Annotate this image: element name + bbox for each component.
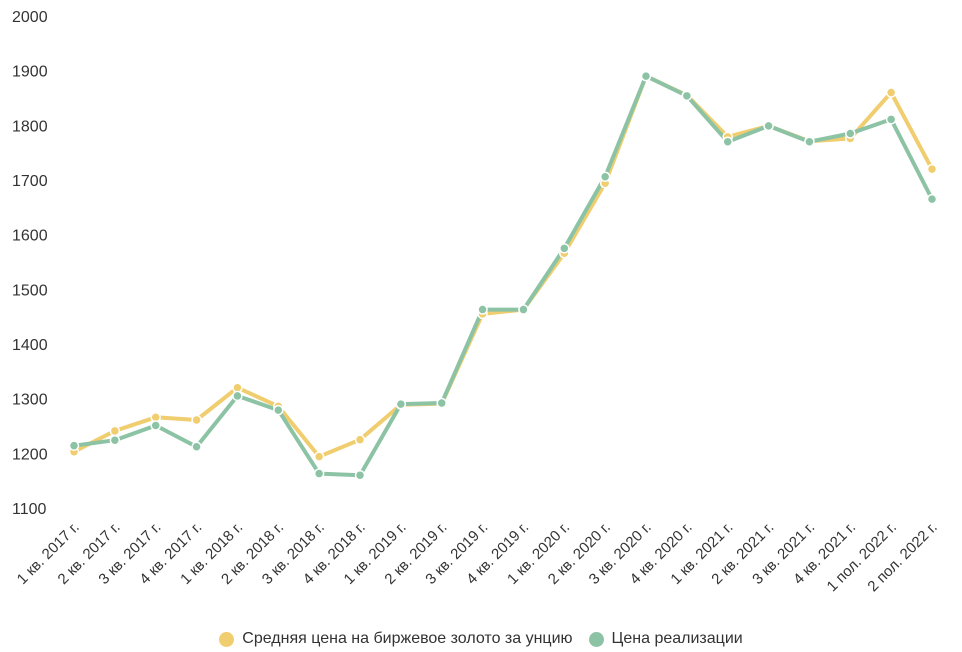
series-line-2 (72, 74, 934, 478)
x-axis: 1 кв. 2017 г.2 кв. 2017 г.3 кв. 2017 г.4… (14, 519, 941, 595)
data-point-series-1[interactable] (109, 425, 121, 437)
series-line-1 (72, 74, 934, 459)
data-point-series-1[interactable] (354, 434, 366, 445)
data-point-series-2[interactable] (191, 441, 202, 453)
line-chart: 1100 1200 1300 1400 1500 1600 1700 1800 1900 2000… (12, 9, 941, 595)
data-point-series-2[interactable] (395, 398, 407, 410)
data-point-series-2[interactable] (885, 114, 897, 125)
legend-item-series-2[interactable]: Цена реализации (588, 630, 743, 648)
data-point-series-2[interactable] (804, 136, 815, 147)
y-tick-label: 1400 (12, 337, 48, 354)
data-point-series-2[interactable] (109, 434, 121, 446)
data-point-series-2[interactable] (68, 440, 80, 451)
y-tick-label: 1800 (12, 118, 48, 135)
data-point-series-2[interactable] (436, 397, 447, 409)
y-tick-label: 2000 (12, 9, 48, 26)
legend-marker-series-2 (588, 631, 604, 647)
data-point-series-1[interactable] (191, 414, 202, 426)
legend-label-series-1: Средняя цена на биржевое золото за унцию (242, 630, 573, 647)
data-point-series-1[interactable] (313, 451, 325, 462)
data-point-series-2[interactable] (273, 404, 284, 416)
data-point-series-2[interactable] (477, 304, 488, 315)
legend-marker-series-1 (219, 631, 235, 647)
legend-label-series-2: Цена реализации (611, 630, 743, 647)
y-axis: 1100 1200 1300 1400 1500 1600 1700 1800 1900 2000 (12, 9, 48, 518)
legend-item-series-1[interactable]: Средняя цена на биржевое золото за унцию (219, 630, 573, 648)
series-points (68, 70, 938, 481)
data-point-series-2[interactable] (518, 304, 529, 315)
y-tick-label: 1700 (12, 173, 48, 190)
data-point-series-1[interactable] (885, 87, 897, 98)
data-point-series-2[interactable] (763, 120, 774, 132)
data-point-series-2[interactable] (150, 420, 161, 431)
data-point-series-2[interactable] (640, 70, 652, 82)
series-lines (72, 74, 934, 478)
data-point-series-2[interactable] (681, 90, 693, 102)
data-point-series-1[interactable] (926, 163, 938, 175)
data-point-series-2[interactable] (313, 468, 325, 479)
data-point-series-2[interactable] (722, 136, 733, 147)
y-tick-label: 1200 (12, 446, 48, 463)
y-tick-label: 1500 (12, 282, 48, 299)
y-tick-label: 1600 (12, 228, 48, 245)
data-point-series-2[interactable] (599, 171, 611, 182)
y-tick-label: 1300 (12, 392, 48, 409)
data-point-series-2[interactable] (232, 390, 243, 402)
data-point-series-2[interactable] (559, 243, 570, 254)
data-point-series-2[interactable] (354, 469, 366, 481)
y-tick-label: 1100 (12, 501, 47, 518)
data-point-series-2[interactable] (926, 193, 938, 205)
data-point-series-2[interactable] (845, 128, 856, 139)
legend: Средняя цена на биржевое золото за унцию… (0, 630, 962, 648)
y-tick-label: 1900 (12, 64, 48, 81)
